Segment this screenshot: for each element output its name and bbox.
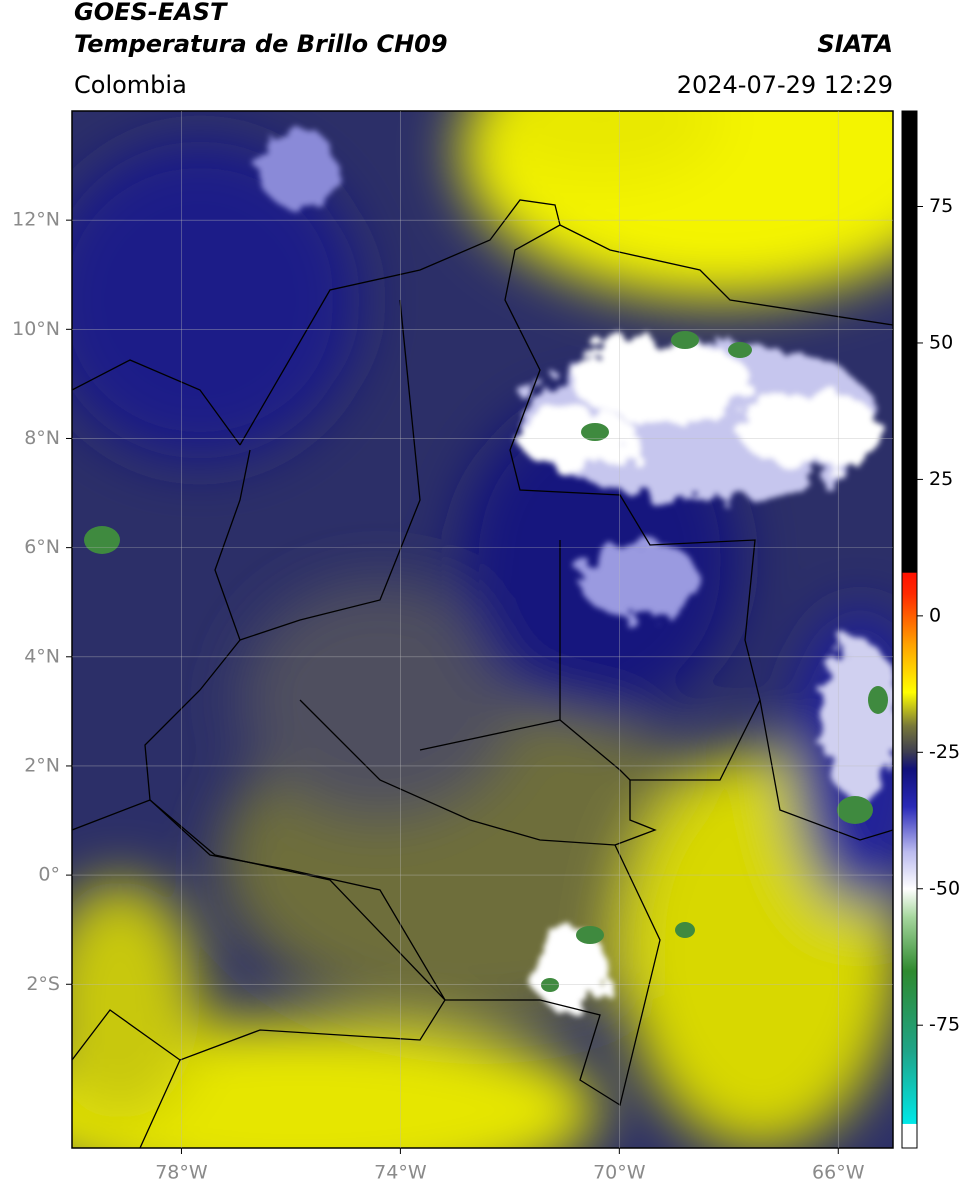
y-tick-label: 0° <box>38 864 60 886</box>
y-tick-label: 2°N <box>24 754 60 776</box>
colorbar-segment <box>902 850 917 890</box>
colorbar-segment <box>902 572 917 595</box>
colorbar-tick-label: 25 <box>929 468 953 490</box>
datetime: 2024-07-29 12:29 <box>677 71 893 99</box>
colorbar-segment <box>902 725 917 753</box>
colorbar-segment <box>902 643 917 693</box>
colorbar-segment <box>902 888 917 917</box>
y-tick-label: 10°N <box>12 318 60 340</box>
subtitle: Temperatura de Brillo CH09 <box>74 30 448 58</box>
colorbar-segment <box>902 752 917 770</box>
region: Colombia <box>74 71 187 99</box>
x-tick-label: 70°W <box>593 1162 646 1184</box>
y-tick-label: 8°N <box>24 427 60 449</box>
title: GOES-EAST <box>74 0 228 26</box>
colorbar-tick-label: 50 <box>929 331 953 353</box>
colorbar-segment <box>902 970 917 1053</box>
y-tick-label: 12°N <box>12 209 60 231</box>
colorbar-segment <box>902 594 917 644</box>
colorbar-tick-label: 75 <box>929 195 953 217</box>
y-tick-label: 6°N <box>24 536 60 558</box>
y-tick-label: 2°S <box>26 973 60 995</box>
y-tick-label: 4°N <box>24 645 60 667</box>
colorbar-segment <box>902 916 917 972</box>
source: SIATA <box>817 30 893 58</box>
colorbar-segment <box>902 806 917 852</box>
colorbar-tick-label: -25 <box>929 741 960 763</box>
colorbar-segment <box>902 1123 917 1149</box>
colorbar-segment <box>902 111 917 573</box>
colorbar-tick-label: 0 <box>929 604 941 626</box>
map-frame <box>71 110 894 1149</box>
colorbar-segment <box>902 692 917 726</box>
colorbar-tick-label: -50 <box>929 877 960 899</box>
colorbar-segment <box>902 768 917 808</box>
colorbar-tick-label: -75 <box>929 1014 960 1036</box>
x-tick-label: 74°W <box>374 1162 427 1184</box>
x-tick-label: 78°W <box>155 1162 208 1184</box>
colorbar-segment <box>902 1052 917 1124</box>
x-tick-label: 66°W <box>812 1162 865 1184</box>
colorbar-frame <box>901 110 918 1149</box>
